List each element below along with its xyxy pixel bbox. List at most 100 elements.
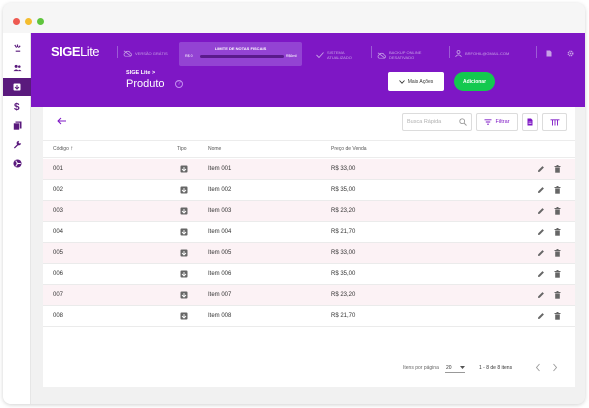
maximize-window-button[interactable] bbox=[37, 18, 44, 25]
cell-name: Item 003 bbox=[208, 208, 232, 214]
cell-code: 007 bbox=[53, 292, 64, 298]
trash-icon[interactable] bbox=[554, 186, 561, 194]
table-row[interactable]: 006 Item 006 R$ 35,00 bbox=[43, 264, 575, 285]
trash-icon[interactable] bbox=[554, 249, 561, 257]
gear-icon[interactable] bbox=[567, 50, 574, 57]
search-icon bbox=[459, 118, 467, 126]
filter-icon bbox=[484, 119, 492, 125]
more-actions-button[interactable]: Mais Ações bbox=[388, 72, 444, 91]
back-arrow-icon[interactable] bbox=[57, 117, 67, 125]
user-email: BRFOHIL@GMAIL.COM bbox=[465, 51, 510, 56]
sidebar-item-people[interactable] bbox=[3, 59, 31, 77]
page-title: Produto bbox=[126, 78, 165, 90]
columns-icon bbox=[550, 118, 559, 125]
cell-code: 006 bbox=[53, 271, 64, 277]
backup-status-label: BACKUP ONLINE DESATIVADO bbox=[389, 50, 422, 60]
cell-name: Item 005 bbox=[208, 250, 232, 256]
sige-logo[interactable]: SIGELite bbox=[51, 44, 100, 59]
trash-icon[interactable] bbox=[554, 165, 561, 173]
pencil-icon[interactable] bbox=[537, 291, 545, 299]
filter-button[interactable]: Filtrar bbox=[476, 113, 518, 131]
page-range: 1 - 8 de 8 itens bbox=[479, 365, 513, 371]
sidebar-item-products[interactable] bbox=[3, 78, 31, 96]
nf-limit-min: R$ 0 bbox=[185, 54, 193, 58]
chevron-down-icon bbox=[398, 79, 405, 84]
window-titlebar bbox=[3, 3, 585, 33]
trash-icon[interactable] bbox=[554, 207, 561, 215]
table-row[interactable]: 008 Item 008 R$ 21,70 bbox=[43, 306, 575, 327]
pencil-icon[interactable] bbox=[537, 165, 545, 173]
pencil-icon[interactable] bbox=[537, 186, 545, 194]
version-status: VERSÃO GRÁTIS bbox=[123, 50, 171, 57]
page-size-select[interactable]: 20 bbox=[445, 363, 465, 373]
logo-lite-text: Lite bbox=[80, 44, 100, 59]
close-window-button[interactable] bbox=[13, 18, 20, 25]
trash-icon[interactable] bbox=[554, 270, 561, 278]
page-size-value: 20 bbox=[446, 365, 452, 371]
pencil-icon[interactable] bbox=[537, 312, 545, 320]
pencil-icon[interactable] bbox=[537, 207, 545, 215]
cell-price: R$ 35,00 bbox=[331, 271, 356, 277]
product-type-icon bbox=[180, 291, 188, 299]
table-row[interactable]: 001 Item 001 R$ 33,00 bbox=[43, 159, 575, 180]
trash-icon[interactable] bbox=[554, 291, 561, 299]
minimize-window-button[interactable] bbox=[25, 18, 32, 25]
sidebar-item-misc[interactable] bbox=[3, 154, 31, 172]
help-icon[interactable]: ? bbox=[175, 80, 183, 88]
backup-status[interactable]: BACKUP ONLINE DESATIVADO bbox=[377, 50, 433, 60]
wrench-icon bbox=[13, 140, 21, 149]
pencil-icon[interactable] bbox=[537, 249, 545, 257]
pencil-icon[interactable] bbox=[537, 270, 545, 278]
column-header-name[interactable]: Nome bbox=[208, 146, 222, 152]
column-header-code[interactable]: Código ↑ bbox=[53, 146, 73, 152]
breadcrumb[interactable]: SIGE Lite > bbox=[126, 70, 156, 76]
product-type-icon bbox=[180, 228, 188, 236]
cell-price: R$ 23,20 bbox=[331, 208, 356, 214]
export-button[interactable] bbox=[522, 113, 538, 131]
quick-search[interactable] bbox=[402, 113, 472, 131]
header-divider bbox=[371, 46, 372, 58]
system-status-label: SISTEMA ATUALIZADO bbox=[327, 50, 352, 60]
cell-price: R$ 21,70 bbox=[331, 313, 356, 319]
logo-main-text: SIGE bbox=[51, 44, 81, 59]
previous-page-button[interactable] bbox=[535, 363, 541, 372]
trash-icon[interactable] bbox=[554, 228, 561, 236]
user-icon bbox=[455, 50, 462, 57]
header-divider bbox=[117, 46, 118, 58]
app-window: $ SIGELite VERSÃO GRÁTIS LIMITE DE NOTAS… bbox=[3, 3, 585, 404]
table-row[interactable]: 003 Item 003 R$ 23,20 bbox=[43, 201, 575, 222]
table-row[interactable]: 002 Item 002 R$ 35,00 bbox=[43, 180, 575, 201]
cloud-off-icon bbox=[377, 52, 386, 59]
nf-limit-widget[interactable]: LIMITE DE NOTAS FISCAIS R$ 0 R$6mil bbox=[179, 42, 302, 66]
product-icon bbox=[13, 83, 21, 91]
product-type-icon bbox=[180, 249, 188, 257]
cell-name: Item 001 bbox=[208, 166, 232, 172]
trash-icon[interactable] bbox=[554, 312, 561, 320]
users-icon bbox=[12, 64, 22, 72]
sidebar-item-finance[interactable]: $ bbox=[3, 97, 31, 115]
check-icon bbox=[316, 52, 324, 58]
cell-code: 005 bbox=[53, 250, 64, 256]
items-per-page-label: Itens por página bbox=[403, 365, 439, 371]
next-page-button[interactable] bbox=[552, 363, 558, 372]
table-row[interactable]: 004 Item 004 R$ 21,70 bbox=[43, 222, 575, 243]
add-button[interactable]: Adicionar bbox=[454, 72, 495, 91]
cell-name: Item 004 bbox=[208, 229, 232, 235]
report-icon[interactable] bbox=[546, 50, 552, 57]
sidebar-item-home[interactable] bbox=[3, 39, 31, 57]
search-input[interactable] bbox=[407, 117, 457, 127]
table-row[interactable]: 007 Item 007 R$ 23,20 bbox=[43, 285, 575, 306]
cell-code: 008 bbox=[53, 313, 64, 319]
sidebar-item-documents[interactable] bbox=[3, 116, 31, 134]
user-account[interactable]: BRFOHIL@GMAIL.COM bbox=[455, 50, 509, 57]
column-header-price[interactable]: Preço de Venda bbox=[331, 146, 367, 152]
sidebar-item-tools[interactable] bbox=[3, 135, 31, 153]
table-row[interactable]: 005 Item 005 R$ 33,00 bbox=[43, 243, 575, 264]
dollar-icon: $ bbox=[14, 102, 20, 111]
column-header-type[interactable]: Tipo bbox=[177, 146, 187, 152]
columns-button[interactable] bbox=[542, 113, 567, 131]
cell-code: 003 bbox=[53, 208, 64, 214]
cloud-off-icon bbox=[123, 50, 132, 57]
pencil-icon[interactable] bbox=[537, 228, 545, 236]
more-actions-label: Mais Ações bbox=[407, 78, 434, 85]
